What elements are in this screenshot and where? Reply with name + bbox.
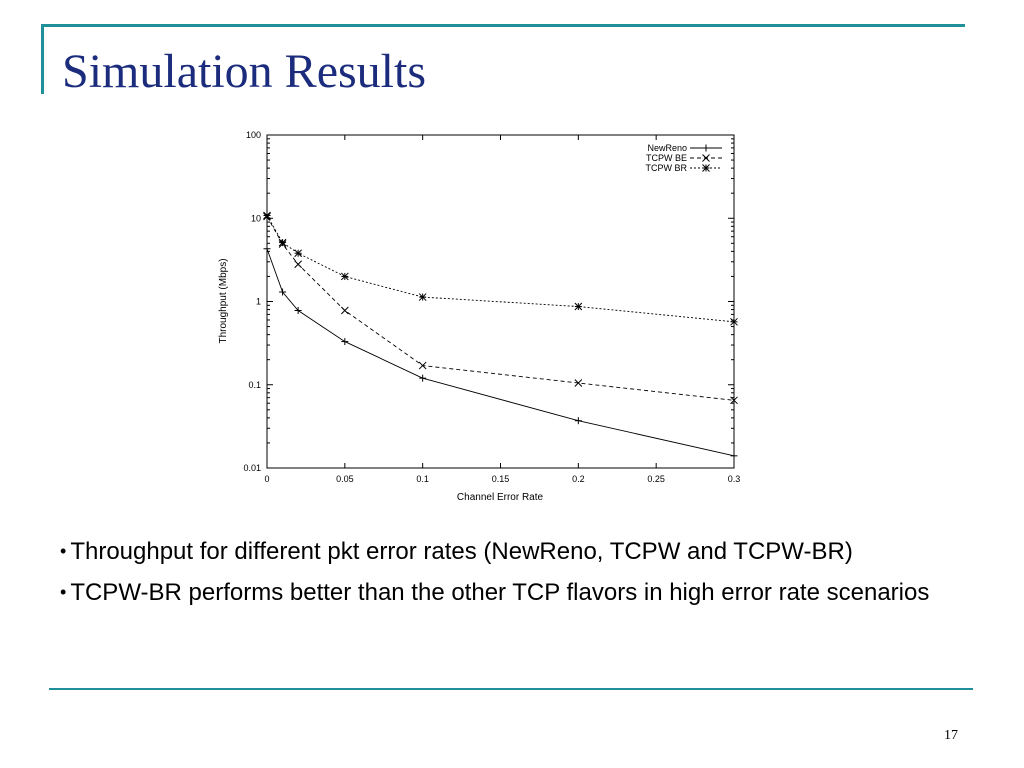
legend-marker: [702, 154, 710, 162]
data-point: [730, 317, 738, 326]
data-point: [574, 417, 582, 425]
x-axis-label: Channel Error Rate: [457, 492, 544, 503]
footer-rule: [49, 688, 973, 690]
data-point: [294, 260, 302, 269]
y-tick-label: 10: [251, 213, 261, 223]
marker-stroke: [340, 306, 349, 315]
data-point: [418, 361, 427, 370]
data-point: [340, 306, 349, 315]
y-tick-label: 0.1: [248, 380, 261, 390]
data-point: [574, 379, 583, 387]
y-axis-label: Throughput (Mbps): [218, 258, 229, 343]
data-point: [730, 396, 738, 405]
data-point: [418, 293, 427, 301]
marker-stroke: [263, 211, 271, 220]
bullet-text: Throughput for different pkt error rates…: [70, 538, 853, 565]
marker-stroke: [702, 154, 710, 162]
marker-stroke: [418, 361, 427, 370]
data-point: [278, 238, 287, 247]
marker-stroke: [340, 272, 349, 281]
x-tick-label: 0.25: [647, 474, 665, 484]
marker-stroke: [702, 164, 710, 172]
marker-stroke: [730, 317, 738, 326]
throughput-chart: 0 0.05 0.1 0.15 0.2 0.25 0.3 0.01 0.1 1 10 100 NewR…: [218, 130, 741, 503]
y-tick-label: 0.01: [243, 463, 261, 473]
data-point: [294, 306, 302, 314]
legend-marker: [702, 164, 710, 172]
series-line-3: [266, 215, 735, 323]
bullet-glyph: •: [60, 582, 67, 602]
x-tick-label: 0.05: [336, 474, 354, 484]
x-tick-label: 0.1: [416, 474, 429, 484]
y-tick-label: 1: [256, 297, 261, 307]
x-tick-label: 0.15: [492, 474, 510, 484]
series-line-2: [266, 216, 735, 401]
marker-stroke: [730, 396, 738, 405]
marker-stroke: [278, 238, 287, 247]
title-accent-horizontal: [41, 24, 965, 27]
data-point: [419, 374, 427, 382]
legend-label: NewReno: [647, 143, 687, 153]
bullet-item: • TCPW-BR performs better than the other …: [60, 577, 940, 608]
data-point: [263, 211, 271, 220]
title-accent-vertical: [41, 24, 44, 94]
x-tick-label: 0.3: [728, 474, 741, 484]
x-tick-label: 0.2: [572, 474, 585, 484]
y-tick-label: 100: [246, 130, 261, 140]
marker-stroke: [574, 302, 583, 311]
slide-title: Simulation Results: [62, 45, 427, 98]
data-point: [730, 452, 738, 460]
legend-label: TCPW BE: [646, 153, 687, 163]
series-line-1: [266, 248, 735, 457]
legend-label: TCPW BR: [646, 163, 688, 173]
bullet-list: • Throughput for different pkt error rate…: [60, 536, 940, 618]
data-point: [341, 338, 349, 346]
x-tick-label: 0: [264, 474, 269, 484]
slide-number: 17: [944, 728, 958, 743]
marker-stroke: [418, 293, 427, 301]
data-point: [294, 249, 302, 258]
marker-stroke: [574, 379, 583, 387]
data-point: [340, 272, 349, 281]
marker-stroke: [294, 260, 302, 269]
legend-marker: [702, 144, 710, 152]
data-point: [279, 288, 287, 296]
marker-stroke: [294, 249, 302, 258]
data-point: [574, 302, 583, 311]
bullet-glyph: •: [60, 541, 67, 561]
bullet-text: TCPW-BR performs better than the other T…: [70, 579, 930, 606]
bullet-item: • Throughput for different pkt error rate…: [60, 536, 940, 567]
data-point: [263, 245, 271, 253]
